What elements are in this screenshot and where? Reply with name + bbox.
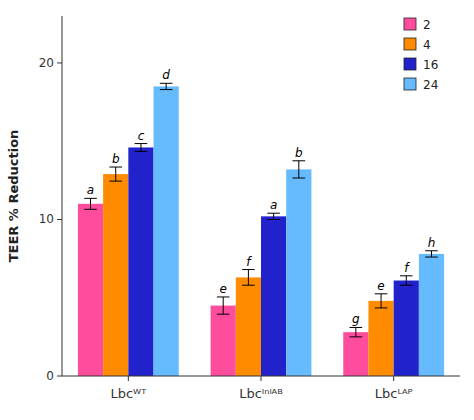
error-cap <box>425 257 438 258</box>
error-cap <box>160 83 173 84</box>
error-line <box>298 161 299 178</box>
error-cap <box>84 209 97 210</box>
x-tick-label: Lbcᵂᵀ <box>110 386 147 401</box>
legend-swatch <box>404 58 416 70</box>
letter-label: d <box>162 68 170 82</box>
error-cap <box>400 275 413 276</box>
bar <box>128 147 153 376</box>
x-tick <box>128 376 129 381</box>
error-cap <box>425 250 438 251</box>
error-bar <box>217 297 230 314</box>
letter-label: f <box>246 255 252 269</box>
error-bar <box>242 270 255 286</box>
error-line <box>166 83 167 89</box>
legend-label: 2 <box>423 18 431 32</box>
error-line <box>273 213 274 219</box>
x-tick <box>393 376 394 381</box>
error-bar <box>350 327 363 336</box>
letter-label: a <box>270 198 277 212</box>
chart: a e g b f e c a f d b h 0 10 20 Lbcᵂᵀ Lbcᴵⁿˡᴬᴮ Lbcᴸᴬᴾ TEER… <box>0 0 474 420</box>
letter-label: g <box>352 312 360 326</box>
y-tick-label: 20 <box>39 56 54 70</box>
bar <box>103 174 128 376</box>
error-line <box>223 297 224 314</box>
bar <box>154 86 179 376</box>
letter-label: a <box>87 183 94 197</box>
x-tick <box>261 376 262 381</box>
legend-swatch <box>404 18 416 30</box>
error-cap <box>135 143 148 144</box>
letter-label: e <box>377 279 384 293</box>
error-line <box>115 167 116 181</box>
legend-label: 24 <box>423 78 438 92</box>
legend: 241624 <box>404 18 438 92</box>
error-cap <box>400 285 413 286</box>
bar <box>261 216 286 376</box>
error-bar <box>109 167 122 181</box>
y-axis-line <box>62 16 63 376</box>
bar <box>286 169 311 376</box>
error-bar <box>400 276 413 285</box>
error-line <box>355 327 356 336</box>
bar <box>211 306 236 376</box>
bars <box>78 83 444 376</box>
error-line <box>381 294 382 308</box>
y-axis-label: TEER % Reduction <box>6 130 21 263</box>
bar <box>394 281 419 376</box>
error-cap <box>375 293 388 294</box>
error-bar <box>160 83 173 89</box>
error-cap <box>293 160 306 161</box>
legend-swatch <box>404 78 416 90</box>
y-tick-label: 0 <box>46 369 54 383</box>
error-bar <box>135 144 148 152</box>
bar <box>78 204 103 376</box>
letter-labels: a e g b f e c a f d b h <box>87 68 435 326</box>
error-cap <box>217 314 230 315</box>
error-cap <box>242 269 255 270</box>
error-cap <box>109 181 122 182</box>
error-cap <box>84 198 97 199</box>
x-tick-label: Lbcᴵⁿˡᴬᴮ <box>239 386 283 401</box>
bar <box>236 277 261 376</box>
bar <box>419 254 444 376</box>
error-cap <box>135 151 148 152</box>
y-tick <box>57 376 62 377</box>
error-bar <box>84 198 97 209</box>
error-line <box>140 144 141 152</box>
error-bar <box>375 294 388 308</box>
error-cap <box>242 285 255 286</box>
error-cap <box>350 327 363 328</box>
legend-label: 16 <box>423 58 438 72</box>
x-tick-label: Lbcᴸᴬᴾ <box>375 386 413 401</box>
error-line <box>406 276 407 285</box>
error-cap <box>109 167 122 168</box>
error-line <box>431 251 432 257</box>
error-line <box>248 270 249 286</box>
y-tick-label: 10 <box>39 212 54 226</box>
y-tick <box>57 219 62 220</box>
error-cap <box>217 296 230 297</box>
bar <box>368 301 393 376</box>
error-cap <box>375 307 388 308</box>
letter-label: b <box>112 152 120 166</box>
error-cap <box>293 178 306 179</box>
error-cap <box>160 89 173 90</box>
error-cap <box>267 213 280 214</box>
error-bar <box>293 161 306 178</box>
letter-label: f <box>404 261 410 275</box>
error-cap <box>350 336 363 337</box>
legend-swatch <box>404 38 416 50</box>
letter-label: h <box>428 236 436 250</box>
error-line <box>90 198 91 209</box>
bar <box>343 332 368 376</box>
error-cap <box>267 219 280 220</box>
error-bar <box>425 251 438 257</box>
legend-label: 4 <box>423 38 431 52</box>
y-tick <box>57 62 62 63</box>
letter-label: e <box>219 282 226 296</box>
letter-label: b <box>295 146 303 160</box>
error-bar <box>267 213 280 219</box>
letter-label: c <box>138 129 145 143</box>
